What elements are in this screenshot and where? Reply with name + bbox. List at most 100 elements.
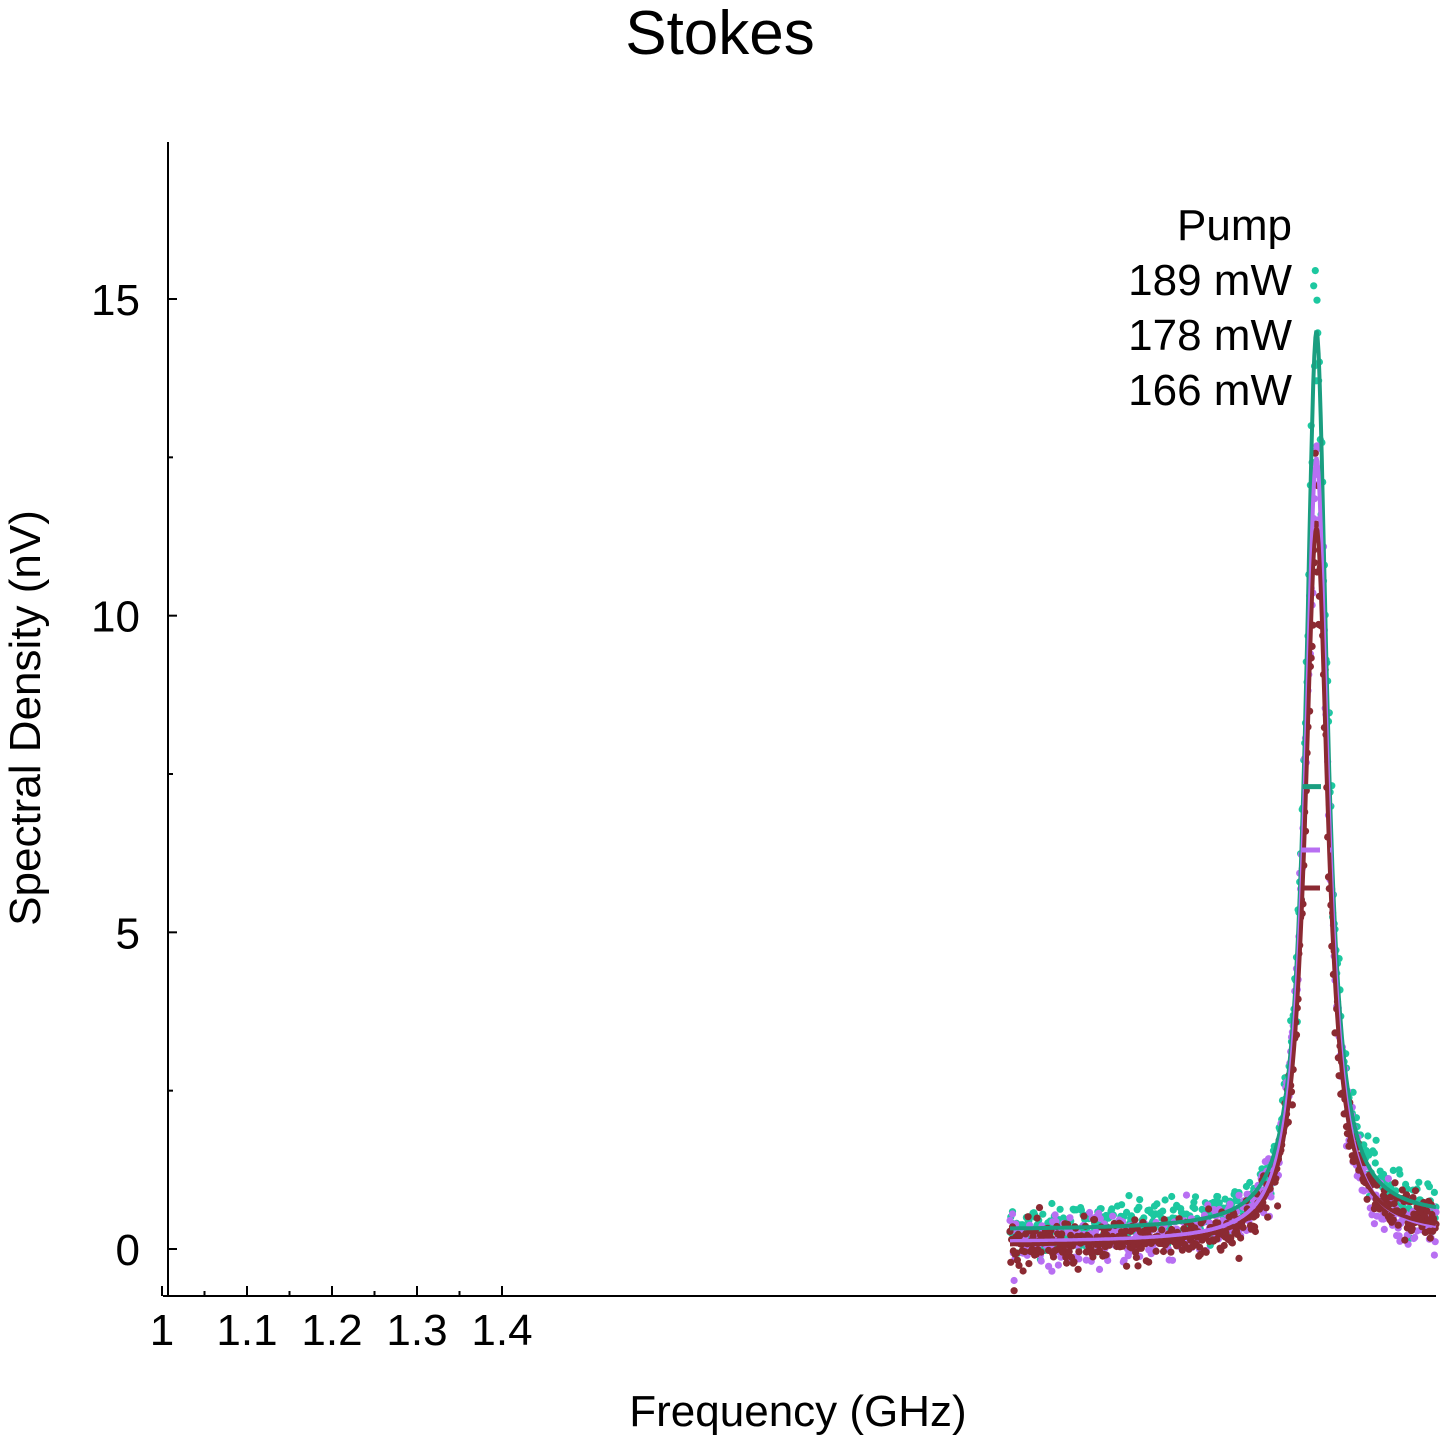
data-point xyxy=(1089,1253,1097,1261)
data-point xyxy=(1401,1236,1409,1244)
data-point xyxy=(1391,1179,1399,1187)
data-point xyxy=(1174,1241,1182,1249)
data-point xyxy=(1215,1199,1223,1207)
data-point xyxy=(1019,1267,1027,1275)
data-point xyxy=(1028,1245,1036,1253)
data-point xyxy=(1123,1262,1131,1270)
data-point xyxy=(1408,1225,1416,1233)
data-point xyxy=(1426,1234,1434,1242)
data-point xyxy=(1395,1232,1403,1240)
legend-entry-178-mw: 178 mW xyxy=(1128,311,1292,360)
data-point xyxy=(1167,1248,1175,1256)
data-point xyxy=(1048,1199,1056,1208)
data-point xyxy=(1415,1178,1423,1186)
data-point xyxy=(1380,1225,1388,1233)
data-point xyxy=(1402,1191,1411,1199)
data-point xyxy=(1021,1248,1029,1256)
data-point xyxy=(1096,1214,1104,1223)
data-point xyxy=(1102,1251,1110,1259)
data-point xyxy=(1310,282,1318,290)
plot-area xyxy=(1006,267,1440,1295)
data-point xyxy=(1168,1256,1177,1264)
data-point xyxy=(1182,1191,1191,1199)
data-point xyxy=(1013,1249,1021,1257)
y-tick-label: 15 xyxy=(91,276,140,325)
y-tick-label: 5 xyxy=(116,909,140,958)
data-point xyxy=(1095,1265,1104,1273)
data-point xyxy=(1168,1225,1176,1234)
data-point xyxy=(1016,1232,1024,1240)
legend-title: Pump xyxy=(1177,201,1292,250)
data-point xyxy=(1049,1253,1058,1261)
data-point xyxy=(1398,1186,1406,1194)
legend: Pump 189 mW 178 mW 166 mW xyxy=(1128,201,1292,415)
data-point xyxy=(1363,1195,1371,1203)
data-point xyxy=(1274,1202,1282,1210)
data-point xyxy=(1136,1196,1144,1204)
data-point xyxy=(1006,1216,1014,1225)
data-point xyxy=(1228,1239,1236,1247)
series-189-mw-points xyxy=(1006,267,1440,1264)
data-point xyxy=(1430,1188,1438,1196)
data-point xyxy=(1159,1207,1167,1215)
data-point xyxy=(1389,1166,1397,1174)
series-166-mw-points xyxy=(1006,449,1440,1295)
data-point xyxy=(1411,1233,1419,1242)
data-point xyxy=(1131,1216,1139,1224)
data-point xyxy=(1118,1242,1127,1250)
data-point xyxy=(1158,1226,1166,1234)
data-point xyxy=(1168,1192,1176,1201)
data-point xyxy=(1075,1248,1083,1256)
data-point xyxy=(1384,1175,1392,1183)
data-point xyxy=(1118,1201,1126,1209)
x-tick-label: 1 xyxy=(150,1306,174,1355)
data-point xyxy=(1104,1256,1112,1265)
data-point xyxy=(1239,1223,1247,1231)
data-point xyxy=(1237,1234,1245,1242)
data-point xyxy=(1024,1213,1032,1221)
data-point xyxy=(1015,1261,1023,1269)
data-point xyxy=(1396,1170,1404,1178)
y-tick-label: 0 xyxy=(116,1226,140,1275)
data-point xyxy=(1430,1251,1438,1259)
data-point xyxy=(1264,1213,1272,1221)
data-point xyxy=(1202,1248,1210,1256)
data-point xyxy=(1191,1204,1199,1213)
data-point xyxy=(1394,1221,1402,1229)
data-point xyxy=(1311,267,1319,275)
series-178-mw-points xyxy=(1006,442,1440,1285)
data-point xyxy=(1214,1193,1222,1201)
data-point xyxy=(1364,1132,1372,1140)
x-tick-label: 1.4 xyxy=(471,1306,532,1355)
data-point xyxy=(1262,1204,1270,1212)
data-point xyxy=(1371,1159,1379,1167)
data-point xyxy=(1220,1241,1228,1250)
data-point xyxy=(1152,1247,1160,1255)
x-tick-label: 1.1 xyxy=(216,1306,277,1355)
data-point xyxy=(1370,1220,1378,1228)
fit-curve-166-mw xyxy=(1010,526,1437,1247)
data-point xyxy=(1058,1230,1066,1238)
data-point xyxy=(1226,1200,1234,1208)
data-point xyxy=(1037,1248,1045,1256)
data-point xyxy=(1035,1204,1044,1212)
data-point xyxy=(1074,1265,1082,1273)
data-point xyxy=(1145,1258,1153,1266)
data-point xyxy=(1135,1203,1143,1211)
data-point xyxy=(1372,1136,1380,1144)
data-point xyxy=(1125,1192,1133,1200)
data-point xyxy=(1120,1256,1128,1264)
chart-title: Stokes xyxy=(625,0,815,68)
data-point xyxy=(1235,1254,1243,1262)
data-point xyxy=(1349,1088,1357,1096)
data-point xyxy=(1048,1267,1056,1275)
data-point xyxy=(1054,1261,1062,1269)
data-point xyxy=(1108,1205,1116,1213)
data-point xyxy=(1312,520,1320,528)
data-point xyxy=(1066,1214,1074,1222)
data-point xyxy=(1411,1187,1420,1195)
data-point xyxy=(1311,449,1319,457)
x-ticks: 1 1.1 1.2 1.3 1.4 xyxy=(150,1286,533,1355)
y-axis-label: Spectral Density (nV) xyxy=(1,510,50,926)
